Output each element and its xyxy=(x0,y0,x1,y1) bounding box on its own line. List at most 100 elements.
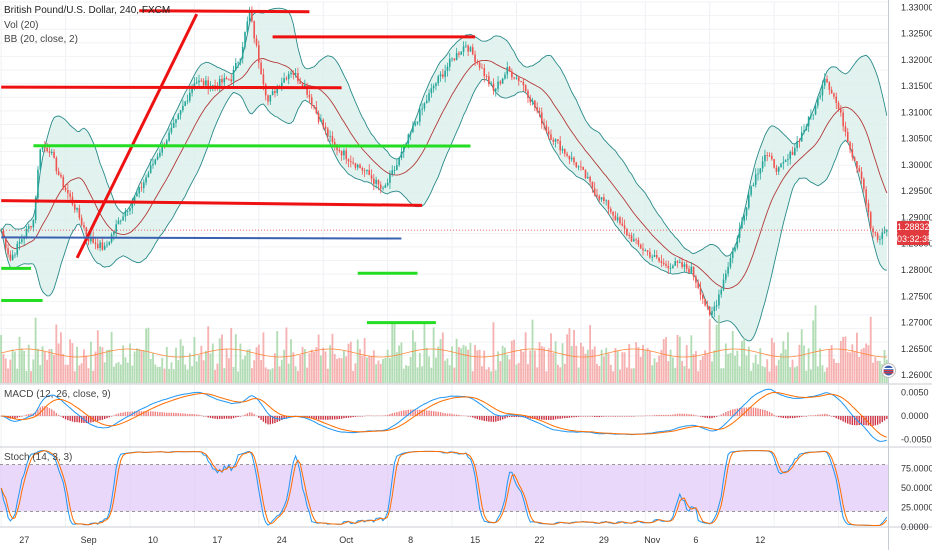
macd-histogram-bar xyxy=(813,415,814,416)
price-tick-label: 1.30500 xyxy=(901,134,932,144)
price-tick-label: 1.27500 xyxy=(901,291,932,301)
volume-bar xyxy=(233,367,235,383)
volume-bar xyxy=(42,346,44,383)
volume-bar xyxy=(154,365,156,384)
macd-histogram-bar xyxy=(716,416,717,417)
candle-body xyxy=(224,78,226,83)
candle-body xyxy=(725,274,727,280)
macd-histogram-bar xyxy=(325,416,326,420)
volume-bar xyxy=(472,371,474,383)
macd-histogram-bar xyxy=(484,416,485,421)
volume-bar xyxy=(230,328,232,383)
volume-bar xyxy=(838,363,840,383)
volume-bar xyxy=(619,370,621,383)
volume-bar xyxy=(465,346,467,383)
volume-bar xyxy=(263,332,265,383)
candle-body xyxy=(355,163,357,167)
price-tick-label: 1.30000 xyxy=(901,160,932,170)
volume-bar xyxy=(644,350,646,383)
volume-bar xyxy=(506,355,508,383)
macd-histogram-bar xyxy=(718,416,719,417)
macd-histogram-bar xyxy=(265,416,266,423)
candle-body xyxy=(408,135,410,144)
volume-bar xyxy=(718,315,720,383)
candle-body xyxy=(527,91,529,98)
volume-bar xyxy=(391,322,393,383)
flag-icon[interactable] xyxy=(881,363,896,378)
volume-bar xyxy=(732,331,734,383)
volume-bar xyxy=(739,366,741,383)
candle-body xyxy=(182,106,184,110)
candle-body xyxy=(628,235,630,236)
volume-bar xyxy=(679,337,681,383)
candle-body xyxy=(516,78,518,79)
volume-bar xyxy=(157,367,159,383)
macd-histogram-bar xyxy=(822,414,823,416)
volume-bar xyxy=(559,367,561,383)
candle-body xyxy=(184,101,186,106)
volume-bar xyxy=(557,365,559,383)
volume-bar xyxy=(398,346,400,384)
macd-histogram-bar xyxy=(51,409,52,416)
macd-histogram-bar xyxy=(467,416,468,417)
time-tick-label: 24 xyxy=(277,535,287,545)
volume-bar xyxy=(626,368,628,384)
candle-body xyxy=(792,152,794,155)
macd-histogram-bar xyxy=(829,415,830,416)
macd-histogram-bar xyxy=(497,416,498,421)
macd-histogram-bar xyxy=(693,415,694,416)
volume-bar xyxy=(200,346,202,383)
macd-histogram-bar xyxy=(801,416,802,417)
macd-histogram-bar xyxy=(516,416,517,417)
volume-bar xyxy=(750,371,752,383)
macd-histogram-bar xyxy=(228,416,229,419)
volume-bar xyxy=(651,365,653,383)
volume-bar xyxy=(686,345,688,383)
candle-body xyxy=(368,170,370,175)
macd-histogram-bar xyxy=(707,416,708,418)
macd-histogram-bar xyxy=(69,416,70,421)
volume-bar xyxy=(704,350,706,383)
volume-bar xyxy=(824,372,826,383)
candle-body xyxy=(309,95,311,98)
macd-histogram-bar xyxy=(592,416,593,417)
volume-bar xyxy=(430,368,432,383)
macd-histogram-bar xyxy=(833,416,834,417)
macd-histogram-bar xyxy=(663,415,664,416)
macd-histogram-bar xyxy=(187,414,188,416)
volume-bar xyxy=(621,352,623,383)
volume-bar xyxy=(608,354,610,384)
candle-body xyxy=(495,89,497,91)
volume-bar xyxy=(877,361,879,383)
volume-bar xyxy=(78,365,80,383)
candle-body xyxy=(799,141,801,142)
macd-histogram-bar xyxy=(433,411,434,416)
volume-bar xyxy=(35,318,37,383)
volume-bar xyxy=(212,344,214,383)
volume-bar xyxy=(364,338,366,383)
candle-body xyxy=(532,101,534,102)
candle-body xyxy=(801,132,803,141)
volume-bar xyxy=(529,351,531,384)
volume-bar xyxy=(819,348,821,383)
volume-bar xyxy=(817,366,819,383)
volume-bar xyxy=(522,352,524,383)
time-tick-label: Sep xyxy=(81,535,97,545)
volume-bar xyxy=(203,360,205,383)
macd-histogram-bar xyxy=(612,416,613,417)
candle-body xyxy=(253,21,255,38)
volume-bar xyxy=(693,354,695,383)
volume-bar xyxy=(851,344,853,383)
volume-bar xyxy=(375,364,377,383)
candle-body xyxy=(753,185,755,186)
volume-bar xyxy=(490,371,492,383)
macd-histogram-bar xyxy=(155,412,156,416)
volume-bar xyxy=(700,360,702,383)
candle-body xyxy=(773,159,775,168)
volume-bar xyxy=(274,353,276,383)
macd-histogram-bar xyxy=(208,416,209,418)
macd-histogram-bar xyxy=(601,416,602,417)
